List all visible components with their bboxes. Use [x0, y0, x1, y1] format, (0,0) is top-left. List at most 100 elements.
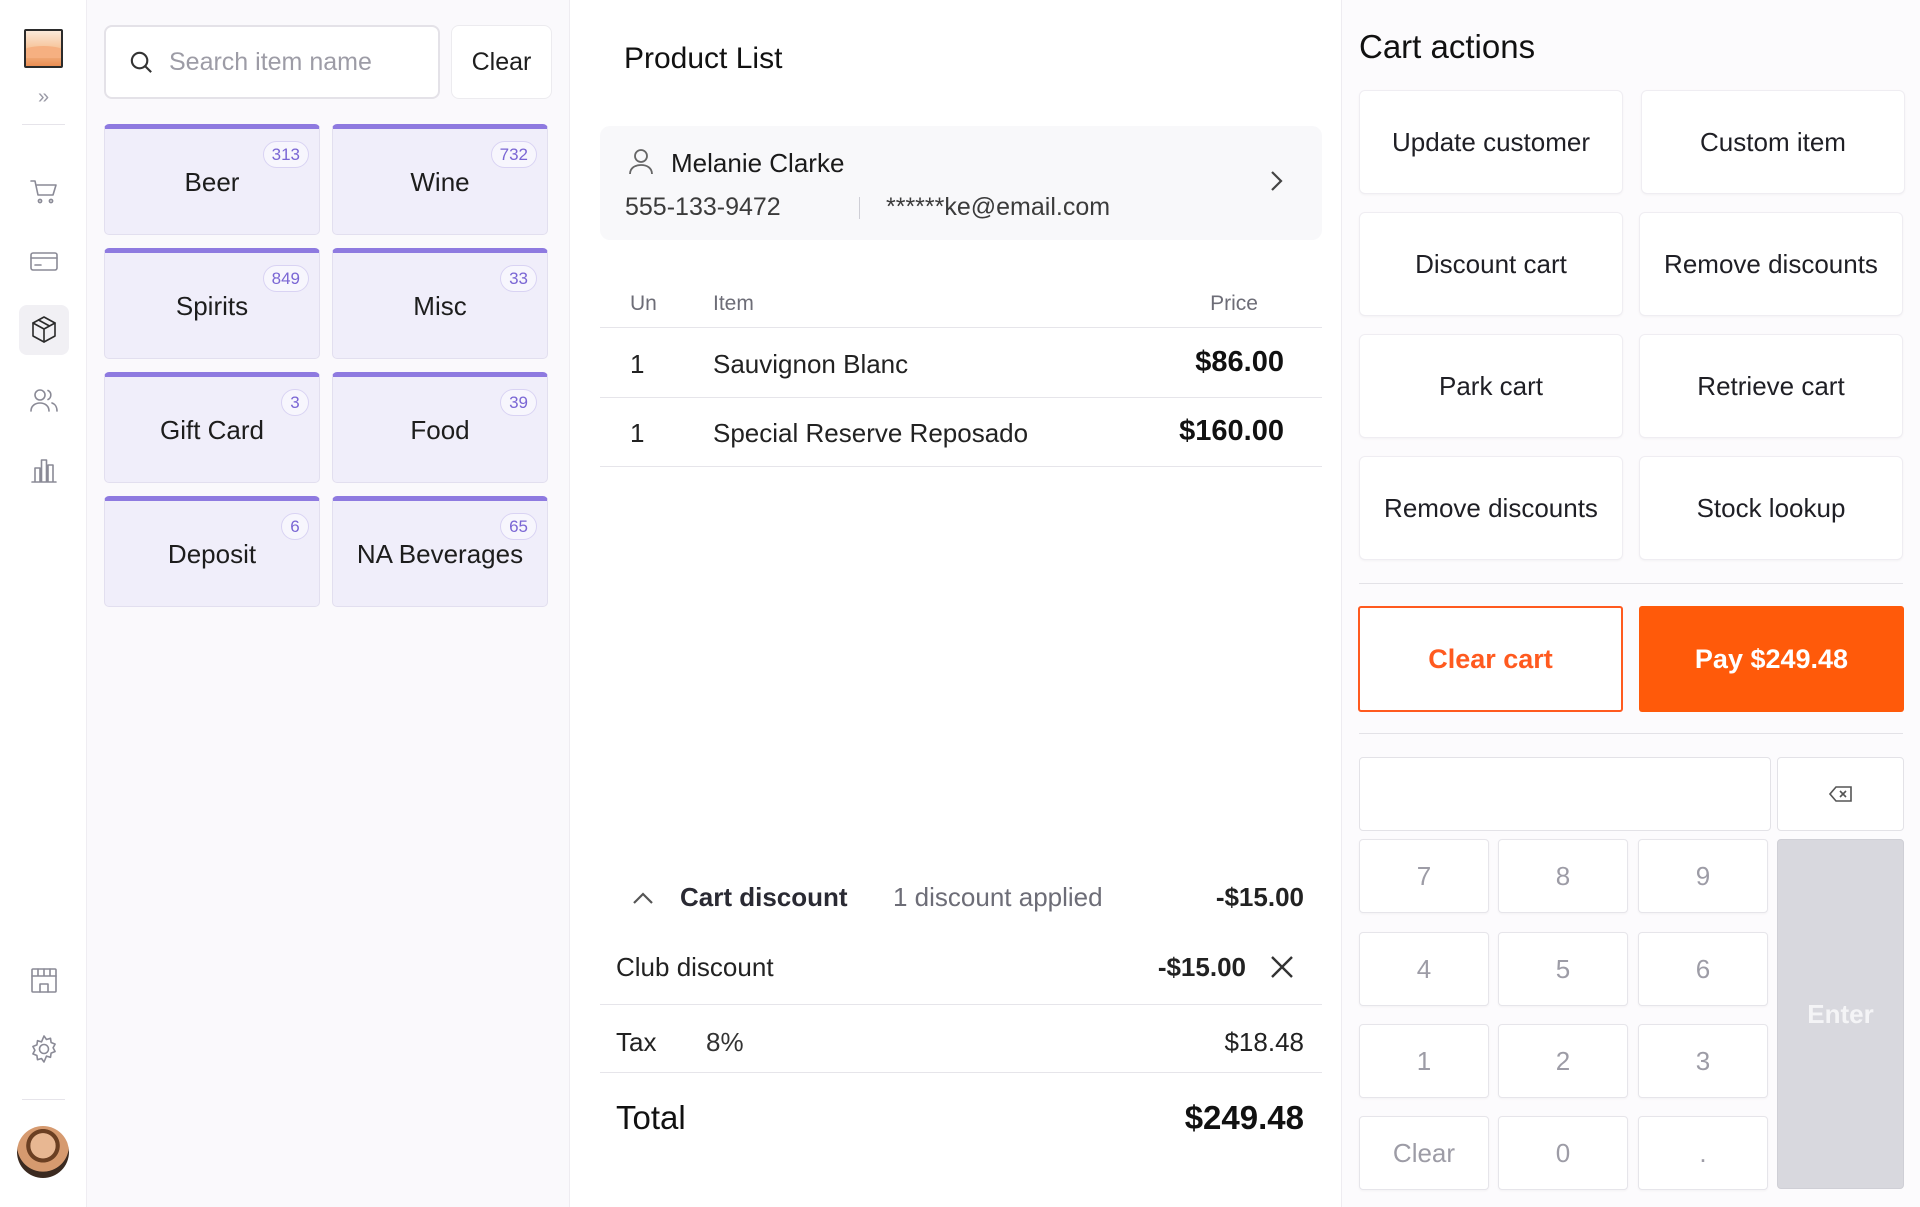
- row-units: 1: [630, 349, 645, 379]
- keypad-input[interactable]: [1360, 758, 1770, 830]
- total-label: Total: [616, 1099, 686, 1136]
- total-amount: $249.48: [1184, 1099, 1304, 1136]
- customer-phone: 555-133-9472: [625, 193, 781, 221]
- remove-discounts-button[interactable]: Remove discounts: [1639, 212, 1903, 316]
- keypad-key-decimal[interactable]: .: [1638, 1116, 1768, 1190]
- category-tile-deposit[interactable]: Deposit 6: [104, 496, 320, 607]
- table-row[interactable]: 1 Special Reserve Reposado $160.00: [600, 398, 1322, 467]
- remove-discounts-button[interactable]: Remove discounts: [1359, 456, 1623, 560]
- category-tile-spirits[interactable]: Spirits 849: [104, 248, 320, 359]
- keypad-key-0[interactable]: 0: [1498, 1116, 1628, 1190]
- user-avatar[interactable]: [17, 1126, 69, 1178]
- customer-card[interactable]: Melanie Clarke 555-133-9472 ******ke@ema…: [600, 126, 1322, 240]
- table-header: Un Item Price: [600, 284, 1322, 328]
- keypad-key-4[interactable]: 4: [1359, 932, 1489, 1006]
- keypad-key-6[interactable]: 6: [1638, 932, 1768, 1006]
- nav-customers[interactable]: [19, 375, 69, 425]
- user-icon: [629, 149, 653, 175]
- total-row: Total $249.48: [600, 1073, 1322, 1165]
- remove-discount-icon[interactable]: [1268, 953, 1296, 981]
- keypad-key-8[interactable]: 8: [1498, 839, 1628, 913]
- category-name: Food: [410, 415, 470, 445]
- retrieve-cart-button[interactable]: Retrieve cart: [1639, 334, 1903, 438]
- cart-discount-toggle[interactable]: Cart discount 1 discount applied -$15.00: [600, 872, 1322, 924]
- discount-amount: -$15.00: [1157, 952, 1246, 982]
- custom-item-button[interactable]: Custom item: [1641, 90, 1905, 194]
- nav-cart[interactable]: [19, 166, 69, 216]
- nav-settings[interactable]: [19, 1024, 69, 1074]
- store-icon: [31, 968, 57, 993]
- category-name: Misc: [413, 291, 467, 321]
- gear-icon: [32, 1035, 56, 1063]
- pay-button[interactable]: Pay $249.48: [1639, 606, 1904, 712]
- chevron-up-icon: [633, 892, 653, 904]
- nav-store[interactable]: [19, 955, 69, 1005]
- row-price: $160.00: [1179, 415, 1284, 447]
- table-row[interactable]: 1 Sauvignon Blanc $86.00: [600, 329, 1322, 398]
- category-name: Gift Card: [159, 415, 265, 445]
- discount-name: Club discount: [616, 952, 774, 982]
- divider: [1359, 583, 1903, 584]
- category-count-badge: 3: [281, 389, 309, 416]
- rail-divider: [22, 1099, 65, 1100]
- update-customer-button[interactable]: Update customer: [1359, 90, 1623, 194]
- nav-products[interactable]: [19, 305, 69, 355]
- backspace-icon: [1828, 786, 1852, 802]
- search-icon: [130, 51, 152, 73]
- keypad-key-2[interactable]: 2: [1498, 1024, 1628, 1098]
- tax-row: Tax 8% $18.48: [600, 1005, 1322, 1073]
- category-tile-gift-card[interactable]: Gift Card 3: [104, 372, 320, 483]
- category-tile-misc[interactable]: Misc 33: [332, 248, 548, 359]
- cart-discount-label: Cart discount: [680, 882, 848, 912]
- nav-reports[interactable]: [19, 445, 69, 495]
- category-name: NA Beverages: [356, 539, 524, 569]
- cart-discount-count: 1 discount applied: [893, 882, 1103, 912]
- page-title: Product List: [624, 42, 783, 75]
- keypad-key-5[interactable]: 5: [1498, 932, 1628, 1006]
- keypad-clear-button[interactable]: Clear: [1359, 1116, 1489, 1190]
- category-tile-na-beverages[interactable]: NA Beverages 65: [332, 496, 548, 607]
- discount-line: Club discount -$15.00: [600, 936, 1322, 1005]
- left-rail: »: [0, 0, 87, 1207]
- tax-rate: 8%: [706, 1027, 744, 1057]
- customer-email: ******ke@email.com: [886, 193, 1111, 221]
- keypad-display[interactable]: [1359, 757, 1771, 831]
- divider: [859, 197, 860, 219]
- cart-actions-panel: Cart actions Update customer Custom item…: [1342, 0, 1920, 1207]
- row-price: $86.00: [1195, 346, 1284, 378]
- category-count-badge: 6: [281, 513, 309, 540]
- category-count-badge: 33: [500, 265, 537, 292]
- stock-lookup-button[interactable]: Stock lookup: [1639, 456, 1903, 560]
- category-panel: Clear Beer 313 Wine 732 Spirits 849 Misc…: [87, 0, 570, 1207]
- category-name: Wine: [410, 167, 470, 197]
- keypad-key-7[interactable]: 7: [1359, 839, 1489, 913]
- category-tile-beer[interactable]: Beer 313: [104, 124, 320, 235]
- keypad-key-3[interactable]: 3: [1638, 1024, 1768, 1098]
- category-count-badge: 849: [262, 265, 309, 292]
- clear-cart-button[interactable]: Clear cart: [1358, 606, 1623, 712]
- chevron-right-icon: [1271, 171, 1283, 191]
- discount-cart-button[interactable]: Discount cart: [1359, 212, 1623, 316]
- expand-rail-button[interactable]: »: [37, 86, 50, 108]
- app-logo-icon[interactable]: [24, 29, 63, 68]
- category-tile-wine[interactable]: Wine 732: [332, 124, 548, 235]
- search-box[interactable]: [104, 25, 440, 99]
- category-count-badge: 39: [500, 389, 537, 416]
- category-count-badge: 732: [490, 141, 537, 168]
- nav-payments[interactable]: [19, 236, 69, 286]
- card-icon: [30, 252, 58, 271]
- clear-search-button[interactable]: Clear: [451, 25, 552, 99]
- column-header-price: Price: [1210, 292, 1258, 315]
- category-tile-food[interactable]: Food 39: [332, 372, 548, 483]
- tax-amount: $18.48: [1224, 1027, 1304, 1057]
- keypad-enter-button[interactable]: Enter: [1777, 839, 1904, 1189]
- search-input[interactable]: [169, 47, 419, 77]
- package-icon: [32, 316, 56, 343]
- cart-actions-title: Cart actions: [1359, 28, 1536, 65]
- park-cart-button[interactable]: Park cart: [1359, 334, 1623, 438]
- row-item-name: Sauvignon Blanc: [713, 349, 909, 379]
- keypad-key-1[interactable]: 1: [1359, 1024, 1489, 1098]
- keypad-key-9[interactable]: 9: [1638, 839, 1768, 913]
- column-header-item: Item: [713, 292, 754, 315]
- backspace-button[interactable]: [1777, 757, 1904, 831]
